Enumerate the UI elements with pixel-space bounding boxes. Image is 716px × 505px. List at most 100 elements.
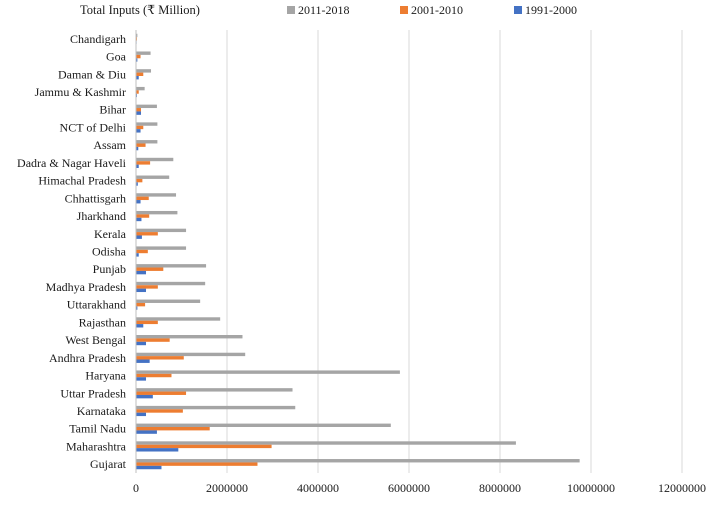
bar-west-bengal-2011-2018 bbox=[136, 335, 243, 339]
category-label-karnataka: Karnataka bbox=[77, 404, 127, 418]
bar-goa-2001-2010 bbox=[136, 54, 141, 59]
bar-punjab-1991-2000 bbox=[136, 270, 147, 275]
category-label-madhya-pradesh: Madhya Pradesh bbox=[46, 280, 126, 294]
bar-uttarakhand-1991-2000 bbox=[136, 306, 138, 310]
bar-karnataka-2001-2010 bbox=[136, 409, 183, 413]
bar-daman-and-diu-2011-2018 bbox=[136, 69, 152, 73]
bar-odisha-2011-2018 bbox=[136, 246, 187, 250]
category-label-uttarakhand: Uttarakhand bbox=[67, 298, 126, 312]
bar-tamil-nadu-2011-2018 bbox=[136, 423, 391, 427]
category-label-chandigarh: Chandigarh bbox=[70, 32, 126, 46]
category-label-odisha: Odisha bbox=[92, 245, 127, 259]
bar-chhattisgarh-2011-2018 bbox=[136, 193, 177, 197]
category-label-andhra-pradesh: Andhra Pradesh bbox=[49, 351, 126, 365]
category-label-himachal-pradesh: Himachal Pradesh bbox=[38, 174, 126, 188]
category-labels: Chandigarh Goa Daman & Diu Jammu & Kashmir B… bbox=[17, 32, 127, 471]
category-label-chhattisgarh: Chhattisgarh bbox=[65, 191, 126, 205]
bar-andhra-pradesh-2011-2018 bbox=[136, 352, 246, 357]
bar-punjab-2011-2018 bbox=[136, 264, 207, 268]
bar-karnataka-2011-2018 bbox=[136, 405, 296, 410]
legend-swatch-2011-2018 bbox=[287, 6, 295, 14]
legend-label-1991-2000: 1991-2000 bbox=[525, 3, 577, 17]
legend-label-2011-2018: 2011-2018 bbox=[298, 3, 350, 17]
bar-jharkhand-2011-2018 bbox=[136, 210, 178, 215]
bar-uttarakhand-2011-2018 bbox=[136, 299, 201, 303]
x-tick-label-5: 10000000 bbox=[567, 481, 615, 495]
category-label-nct-of-delhi: NCT of Delhi bbox=[60, 120, 127, 134]
bar-maharashtra-1991-2000 bbox=[136, 448, 179, 452]
chart-title: Total Inputs (₹ Million) bbox=[80, 3, 200, 17]
category-label-dadra-and-nagar-haveli: Dadra & Nagar Haveli bbox=[17, 156, 127, 170]
category-label-maharashtra: Maharashtra bbox=[66, 439, 127, 453]
bar-punjab-2001-2010 bbox=[136, 267, 164, 271]
bar-madhya-pradesh-2001-2010 bbox=[136, 285, 158, 289]
bar-assam-2001-2010 bbox=[136, 143, 146, 147]
bar-gujarat-2011-2018 bbox=[136, 459, 580, 463]
bar-uttar-pradesh-2001-2010 bbox=[136, 391, 187, 395]
category-label-goa: Goa bbox=[106, 50, 127, 64]
legend-swatch-2001-2010 bbox=[400, 6, 408, 14]
x-tick-label-3: 6000000 bbox=[388, 481, 430, 495]
x-tick-label-0: 0 bbox=[133, 481, 139, 495]
bar-haryana-2001-2010 bbox=[136, 373, 172, 378]
x-tick-label-4: 8000000 bbox=[479, 481, 521, 495]
bar-goa-2011-2018 bbox=[136, 51, 151, 55]
bar-himachal-pradesh-1991-2000 bbox=[136, 182, 138, 186]
category-label-tamil-nadu: Tamil Nadu bbox=[69, 422, 126, 436]
bar-nct-of-delhi-2001-2010 bbox=[136, 125, 144, 130]
bar-daman-and-diu-1991-2000 bbox=[136, 76, 139, 80]
bar-kerala-2001-2010 bbox=[136, 232, 158, 236]
bar-maharashtra-2011-2018 bbox=[136, 441, 516, 445]
bar-assam-1991-2000 bbox=[136, 146, 139, 151]
legend-label-2001-2010: 2001-2010 bbox=[411, 3, 463, 17]
bar-dadra-and-nagar-haveli-1991-2000 bbox=[136, 164, 139, 168]
legend: 2011-2018 2001-2010 1991-2000 bbox=[287, 3, 577, 17]
bar-dadra-and-nagar-haveli-2001-2010 bbox=[136, 161, 151, 165]
bar-madhya-pradesh-2011-2018 bbox=[136, 281, 206, 286]
bar-chandigarh-2011-2018 bbox=[136, 33, 138, 38]
bar-gujarat-1991-2000 bbox=[136, 465, 162, 470]
bar-assam-2011-2018 bbox=[136, 140, 158, 144]
category-label-jharkhand: Jharkhand bbox=[77, 209, 126, 223]
bar-himachal-pradesh-2001-2010 bbox=[136, 178, 143, 183]
bar-uttar-pradesh-1991-2000 bbox=[136, 394, 153, 399]
bar-west-bengal-1991-2000 bbox=[136, 341, 147, 346]
bar-bihar-2011-2018 bbox=[136, 104, 157, 109]
bar-nct-of-delhi-2011-2018 bbox=[136, 122, 158, 126]
x-tick-label-6: 12000000 bbox=[658, 481, 706, 495]
category-label-rajasthan: Rajasthan bbox=[79, 315, 126, 329]
category-label-uttar-pradesh: Uttar Pradesh bbox=[60, 386, 126, 400]
bar-gujarat-2001-2010 bbox=[136, 462, 258, 466]
x-tick-labels: 0 2000000 4000000 6000000 8000000 10000000 120… bbox=[133, 481, 706, 495]
bar-jharkhand-1991-2000 bbox=[136, 217, 142, 222]
category-label-west-bengal: West Bengal bbox=[65, 333, 126, 347]
bar-himachal-pradesh-2011-2018 bbox=[136, 175, 170, 179]
bar-maharashtra-2001-2010 bbox=[136, 444, 272, 449]
bar-jammu-and-kashmir-2011-2018 bbox=[136, 86, 145, 91]
bar-andhra-pradesh-1991-2000 bbox=[136, 359, 150, 363]
bar-kerala-1991-2000 bbox=[136, 235, 142, 239]
bar-bihar-2001-2010 bbox=[136, 108, 142, 112]
bar-haryana-1991-2000 bbox=[136, 377, 147, 381]
bar-madhya-pradesh-1991-2000 bbox=[136, 288, 147, 293]
bar-tamil-nadu-2001-2010 bbox=[136, 427, 210, 431]
bar-chhattisgarh-1991-2000 bbox=[136, 200, 141, 204]
category-label-punjab: Punjab bbox=[93, 262, 126, 276]
bars bbox=[136, 33, 580, 470]
category-label-daman-and-diu: Daman & Diu bbox=[58, 67, 126, 81]
bar-tamil-nadu-1991-2000 bbox=[136, 430, 157, 434]
bar-odisha-1991-2000 bbox=[136, 253, 139, 257]
bar-jharkhand-2001-2010 bbox=[136, 214, 150, 218]
bar-bihar-1991-2000 bbox=[136, 111, 142, 115]
category-label-gujarat: Gujarat bbox=[90, 457, 127, 471]
bar-dadra-and-nagar-haveli-2011-2018 bbox=[136, 157, 174, 162]
bar-odisha-2001-2010 bbox=[136, 249, 148, 254]
bar-andhra-pradesh-2001-2010 bbox=[136, 356, 184, 360]
bar-rajasthan-1991-2000 bbox=[136, 324, 144, 328]
bar-goa-1991-2000 bbox=[136, 58, 138, 62]
category-label-assam: Assam bbox=[93, 138, 126, 152]
category-label-bihar: Bihar bbox=[99, 103, 126, 117]
category-label-kerala: Kerala bbox=[94, 227, 127, 241]
